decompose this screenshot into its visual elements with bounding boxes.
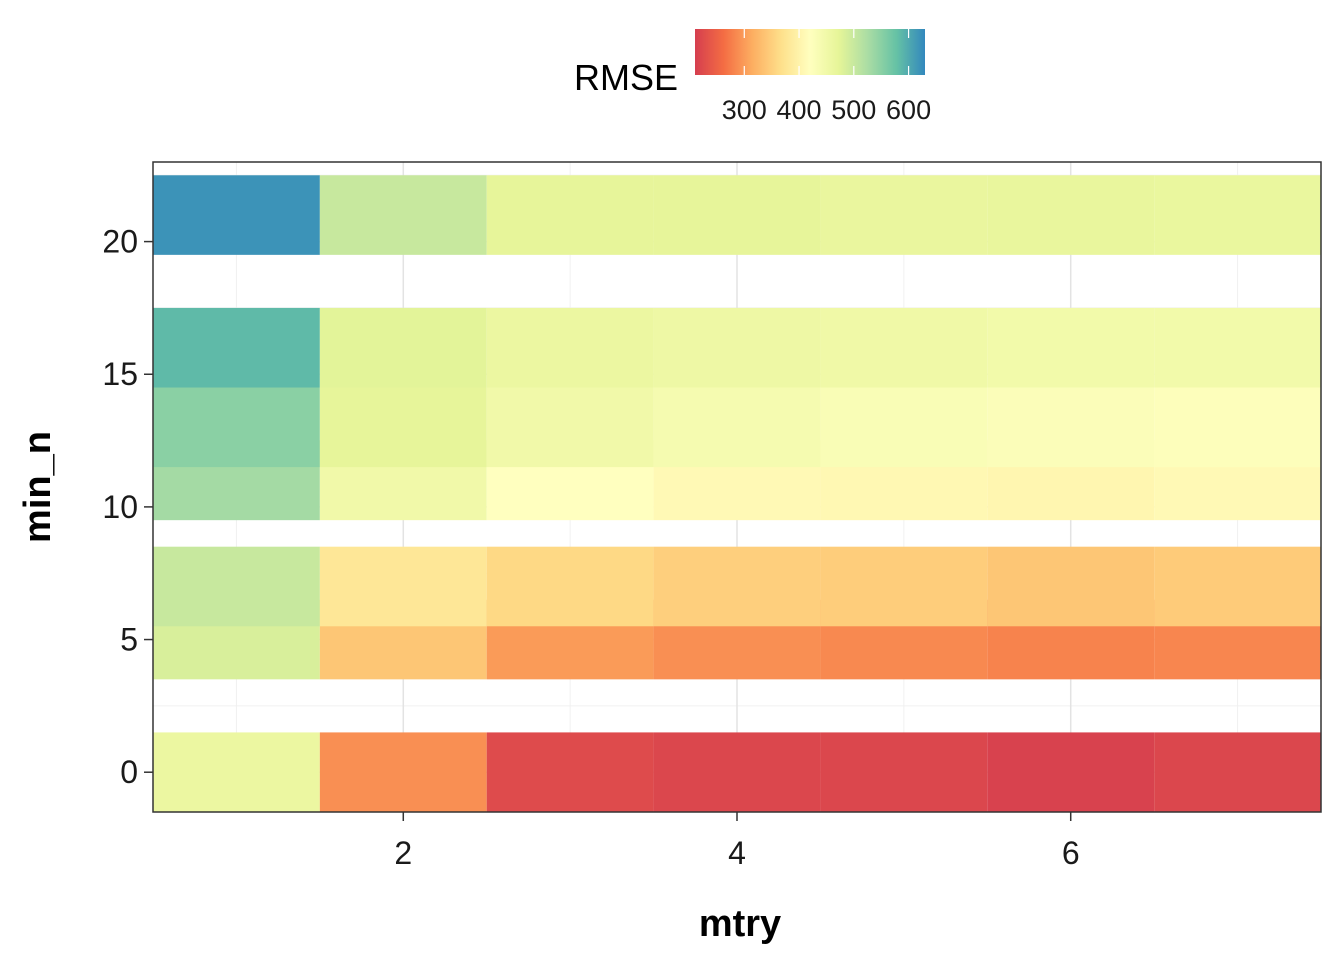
- heatmap-tile: [486, 546, 654, 627]
- heatmap-tile: [486, 387, 654, 468]
- heatmap-tile: [987, 175, 1155, 255]
- heatmap-tile: [319, 546, 487, 627]
- heatmap-tile: [1154, 387, 1321, 468]
- heatmap-tile: [653, 732, 821, 812]
- heatmap-tile: [987, 732, 1155, 812]
- heatmap-tile: [319, 175, 487, 255]
- y-tick-label: 5: [120, 622, 138, 658]
- heatmap-tile: [486, 307, 654, 388]
- heatmap-tile: [1154, 307, 1321, 388]
- legend-tick-label: 400: [777, 95, 822, 125]
- legend-colorbar: [695, 29, 925, 75]
- heatmap-tile: [987, 307, 1155, 388]
- heatmap-tile: [653, 307, 821, 388]
- heatmap-tile: [820, 546, 988, 627]
- y-tick-label: 20: [102, 224, 138, 260]
- heatmap-tile: [820, 387, 988, 468]
- heatmap-tile: [653, 546, 821, 627]
- heatmap-tile: [153, 175, 320, 255]
- heatmap-tile: [987, 387, 1155, 468]
- y-tick-label: 10: [102, 489, 138, 525]
- x-tick-label: 2: [394, 835, 412, 871]
- x-tick-label: 4: [728, 835, 746, 871]
- legend: RMSE 300 400 500 600: [574, 29, 931, 125]
- x-axis-title: mtry: [699, 903, 781, 945]
- heatmap-tile: [987, 546, 1155, 627]
- legend-title: RMSE: [574, 57, 678, 98]
- y-axis-title: min_n: [17, 431, 59, 543]
- heatmap-tile: [319, 732, 487, 812]
- heatmap-tile: [1154, 546, 1321, 627]
- heatmap-tile: [153, 387, 320, 468]
- heatmap-tile: [1154, 175, 1321, 255]
- heatmap-tile: [319, 307, 487, 388]
- heatmap-tile: [1154, 732, 1321, 812]
- heatmap-tile: [486, 175, 654, 255]
- x-tick-label: 6: [1062, 835, 1080, 871]
- heatmap-tile: [820, 175, 988, 255]
- legend-tick-label: 600: [886, 95, 931, 125]
- heatmap-tile: [153, 546, 320, 627]
- heatmap-tile: [486, 732, 654, 812]
- heatmap-tile: [653, 175, 821, 255]
- legend-tick-label: 500: [831, 95, 876, 125]
- heatmap-tile: [820, 307, 988, 388]
- heatmap-tile: [820, 732, 988, 812]
- heatmap-tile: [153, 307, 320, 388]
- heatmap-tile: [653, 387, 821, 468]
- legend-tick-label: 300: [722, 95, 767, 125]
- heatmap-tile: [153, 732, 320, 812]
- y-tick-label: 15: [102, 356, 138, 392]
- heatmap-tile: [319, 387, 487, 468]
- y-tick-label: 0: [120, 754, 138, 790]
